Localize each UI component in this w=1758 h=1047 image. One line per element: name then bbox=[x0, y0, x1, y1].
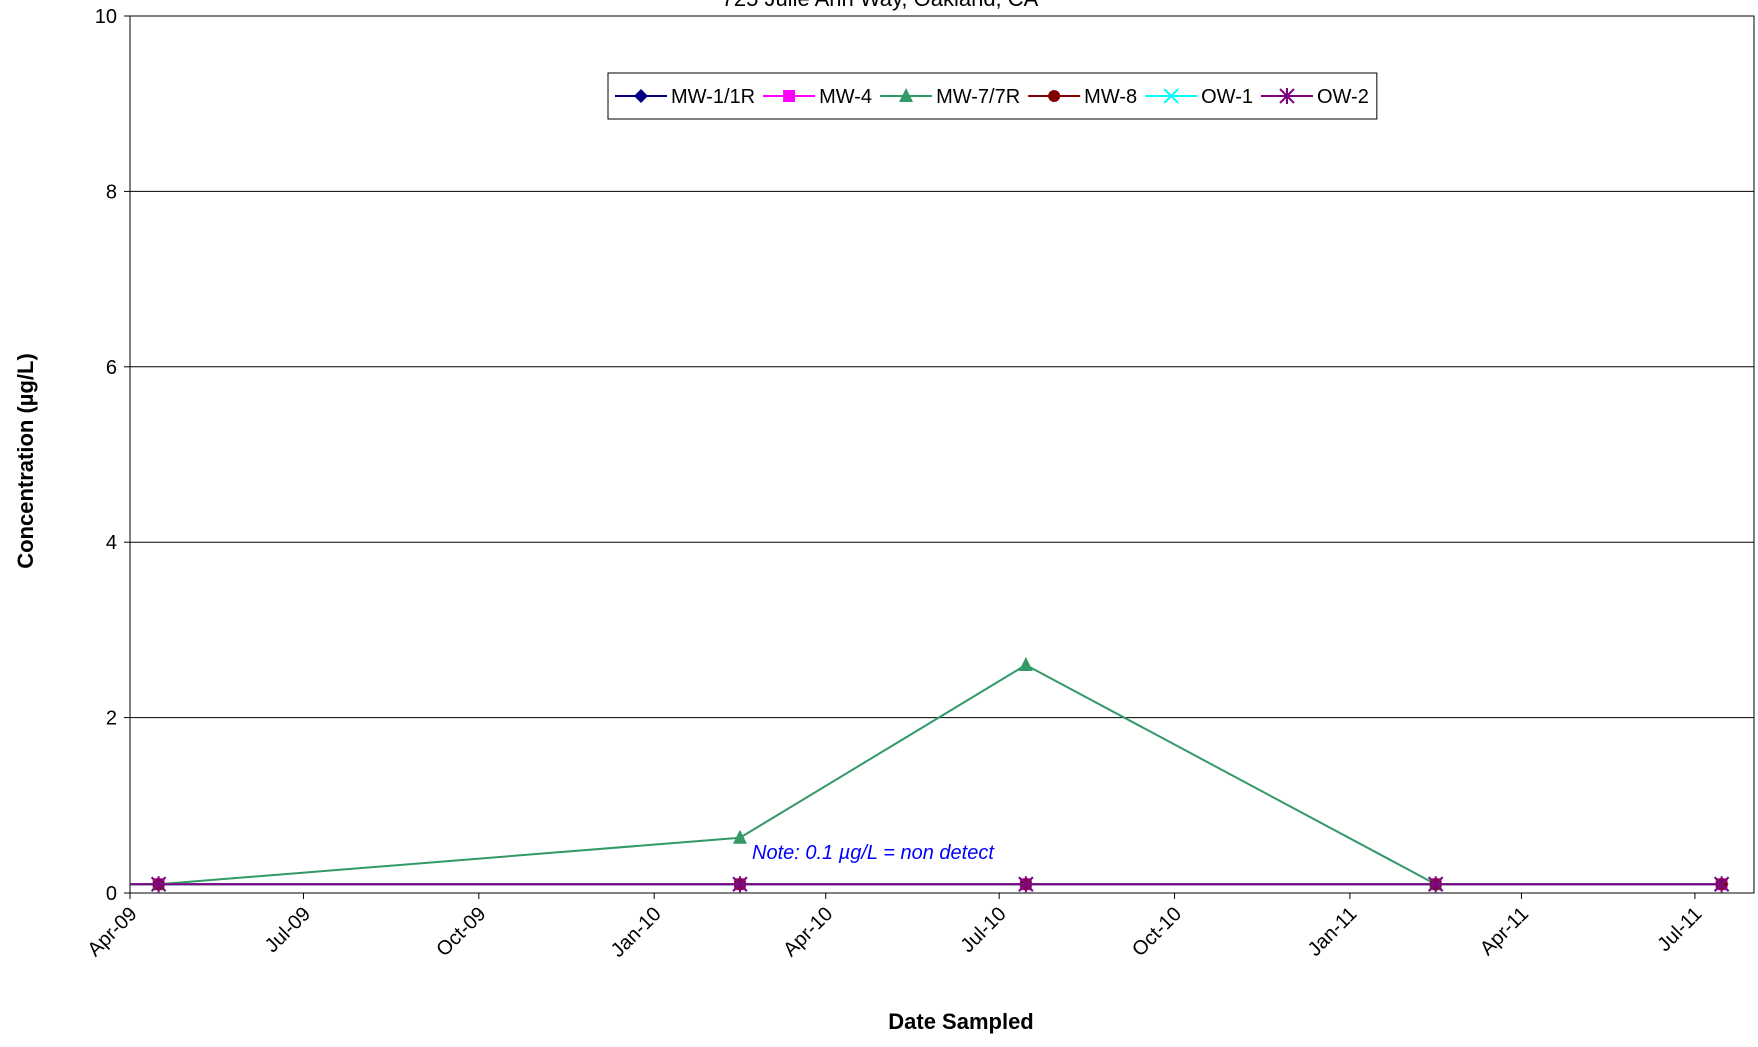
data-point-mw-7-7r bbox=[732, 829, 747, 844]
axes-layer: 0 2 4 6 8 10 Apr-09 Jul-09 Oct-09 Jan-10 Apr-10 Jul… bbox=[84, 6, 1755, 962]
x-tick-label: Apr-10 bbox=[779, 903, 837, 961]
legend-item-mw-4: MW-4 bbox=[763, 86, 872, 108]
x-tick-label: Apr-11 bbox=[1476, 903, 1533, 960]
legend-swatch-marker bbox=[1048, 90, 1061, 102]
y-tick-label: 6 bbox=[106, 357, 117, 379]
y-tick-label: 4 bbox=[106, 532, 117, 554]
series-ow-2 bbox=[130, 876, 1730, 893]
x-tick-label: Jan-10 bbox=[607, 903, 666, 962]
legend-label: MW-4 bbox=[819, 86, 872, 108]
x-tick-label: Jul-11 bbox=[1653, 903, 1706, 956]
y-tick-label: 0 bbox=[106, 883, 117, 905]
legend-label: MW-8 bbox=[1084, 86, 1137, 108]
legend-swatch-marker bbox=[1163, 88, 1179, 104]
legend-label: OW-1 bbox=[1201, 86, 1253, 108]
legend-swatch-marker bbox=[783, 90, 796, 102]
x-axis-label: Date Sampled bbox=[888, 1009, 1034, 1034]
data-point-ow-2 bbox=[1427, 876, 1444, 893]
data-point-ow-2 bbox=[732, 876, 748, 893]
data-point-ow-2 bbox=[1018, 876, 1034, 893]
x-tick-label: Jul-09 bbox=[261, 903, 315, 957]
x-tick-label: Jan-11 bbox=[1304, 903, 1362, 961]
data-point-ow-2 bbox=[1713, 876, 1730, 893]
legend: MW-1/1R MW-4 MW-7/7R MW-8 OW-1 OW-2 bbox=[607, 72, 1378, 120]
x-tick-label: Jul-10 bbox=[957, 903, 1011, 957]
legend-label: MW-7/7R bbox=[936, 86, 1020, 108]
x-tick-label: Apr-09 bbox=[84, 903, 142, 961]
y-axis-label: Concentration (µg/L) bbox=[13, 353, 38, 569]
legend-item-mw-1-1r: MW-1/1R bbox=[615, 86, 755, 108]
legend-item-mw-8: MW-8 bbox=[1028, 86, 1137, 108]
non-detect-note: Note: 0.1 µg/L = non detect bbox=[752, 842, 995, 864]
y-tick-label: 2 bbox=[106, 708, 117, 730]
chart-title: 725 Julie Ann Way, Oakland, CA bbox=[722, 0, 1039, 11]
legend-item-ow-2: OW-2 bbox=[1260, 86, 1369, 108]
legend-item-ow-1: OW-1 bbox=[1145, 86, 1253, 108]
data-point-mw-7-7r bbox=[1018, 656, 1033, 671]
y-tick-label: 8 bbox=[106, 181, 117, 203]
x-tick-label: Oct-09 bbox=[432, 903, 490, 961]
legend-item-mw-7-7r: MW-7/7R bbox=[880, 86, 1020, 108]
legend-box bbox=[607, 72, 1378, 120]
grid-layer bbox=[130, 15, 1754, 719]
data-point-ow-2 bbox=[150, 876, 167, 893]
series-layer bbox=[130, 656, 1730, 893]
legend-swatch-marker bbox=[1279, 88, 1295, 104]
legend-label: MW-1/1R bbox=[671, 86, 755, 108]
x-tick-label: Oct-10 bbox=[1128, 903, 1186, 961]
plot-area bbox=[129, 15, 1755, 894]
legend-label: OW-2 bbox=[1317, 86, 1369, 108]
y-tick-label: 10 bbox=[95, 6, 117, 28]
legend-swatch-marker bbox=[634, 89, 648, 103]
legend-swatch-marker bbox=[899, 88, 914, 102]
